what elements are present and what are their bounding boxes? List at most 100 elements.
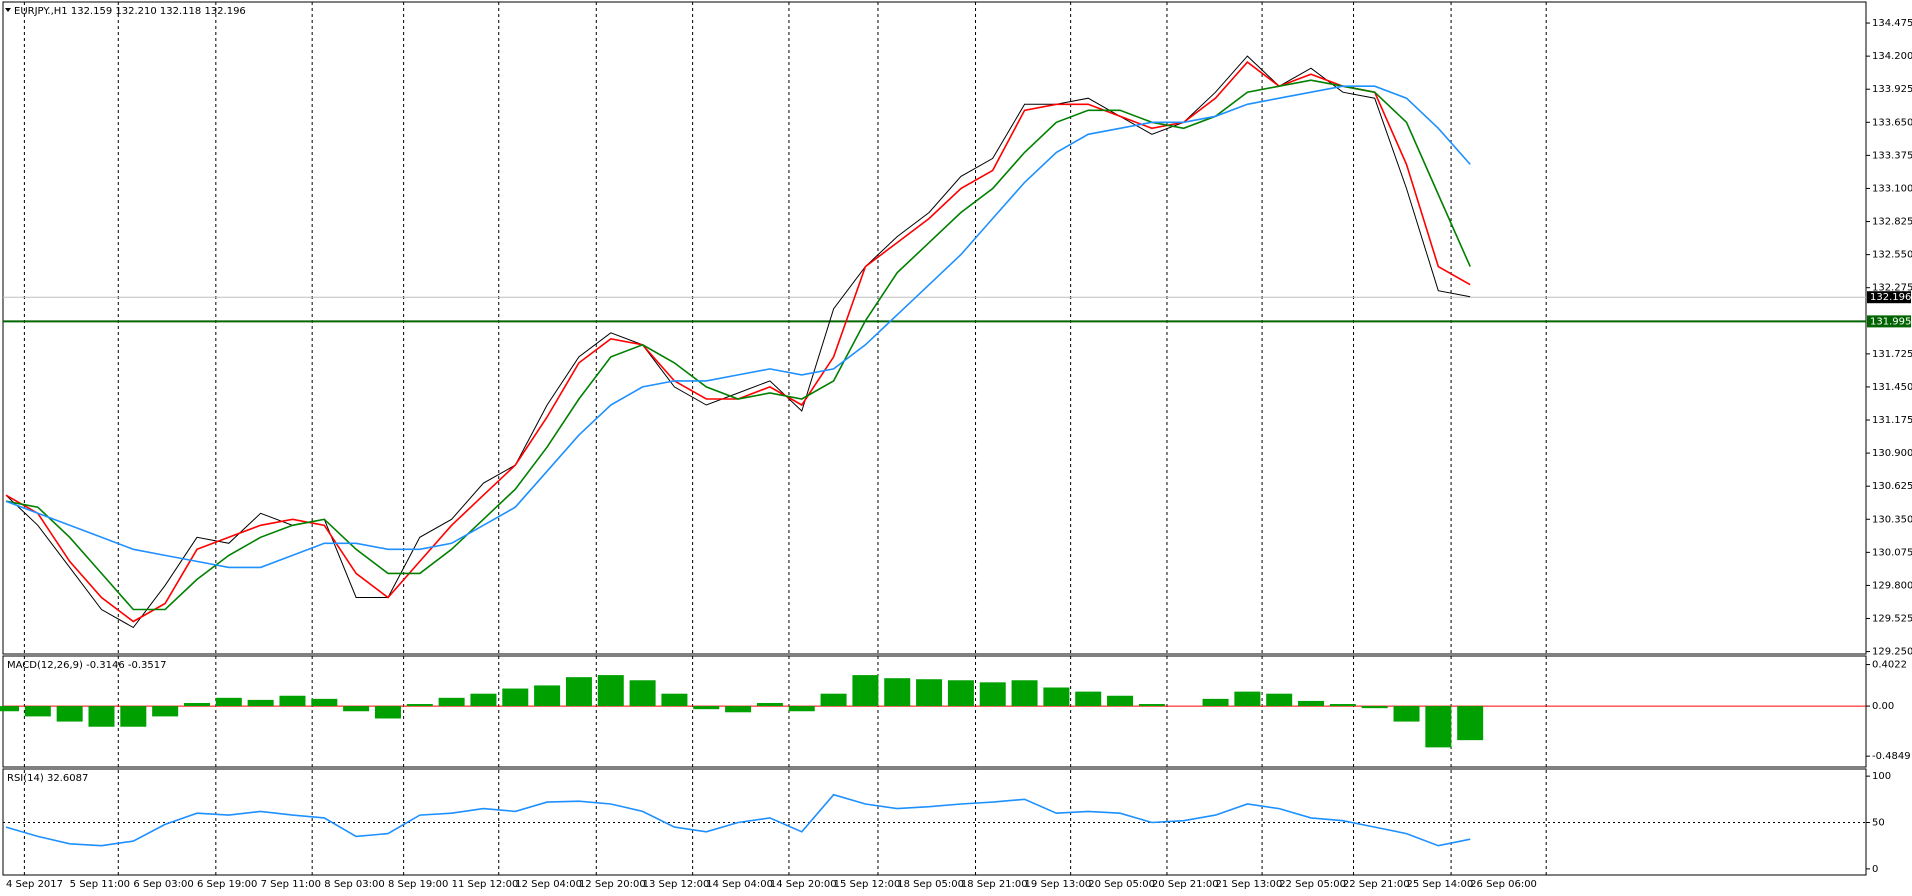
y-tick-label: 129.250 bbox=[1872, 647, 1912, 658]
histogram-bar bbox=[343, 706, 370, 712]
histogram-bar bbox=[661, 693, 688, 707]
histogram-bar bbox=[1138, 704, 1165, 707]
histogram-bar bbox=[438, 697, 465, 707]
histogram-bar bbox=[629, 680, 656, 707]
x-tick-label: 6 Sep 03:00 bbox=[133, 879, 193, 890]
x-tick-label: 14 Sep 04:00 bbox=[706, 879, 773, 890]
x-tick-label: 11 Sep 12:00 bbox=[452, 879, 519, 890]
x-tick-label: 8 Sep 03:00 bbox=[324, 879, 384, 890]
level-label: 132.196 bbox=[1870, 292, 1911, 303]
y-tick-label: 134.200 bbox=[1872, 51, 1912, 62]
histogram-bar bbox=[788, 706, 815, 712]
x-tick-label: 18 Sep 05:00 bbox=[897, 879, 964, 890]
x-tick-label: 15 Sep 12:00 bbox=[834, 879, 901, 890]
y-tick-label: -0.4849 bbox=[1872, 751, 1911, 762]
histogram-bar bbox=[725, 706, 752, 713]
y-tick-label: 133.375 bbox=[1872, 150, 1912, 161]
histogram-bar bbox=[1361, 706, 1388, 709]
histogram-bar bbox=[884, 678, 911, 707]
histogram-bar bbox=[88, 706, 115, 727]
histogram-bar bbox=[1266, 693, 1293, 707]
panel-title: EURJPY.,H1 132.159 132.210 132.118 132.1… bbox=[14, 6, 246, 17]
series-line bbox=[5, 61, 1471, 623]
x-tick-label: 5 Sep 11:00 bbox=[70, 879, 130, 890]
panel-frame bbox=[2, 1, 1867, 655]
y-tick-label: 50 bbox=[1872, 818, 1885, 829]
panel-frame bbox=[2, 768, 1867, 876]
histogram-bar bbox=[1075, 691, 1102, 707]
histogram-bar bbox=[502, 688, 529, 707]
histogram-bar bbox=[756, 702, 783, 707]
histogram-bar bbox=[1011, 680, 1038, 707]
histogram-bar bbox=[852, 675, 879, 707]
panel-frame bbox=[2, 655, 1867, 768]
histogram-bar bbox=[470, 693, 497, 707]
x-tick-label: 8 Sep 19:00 bbox=[388, 879, 448, 890]
y-tick-label: 131.450 bbox=[1872, 382, 1912, 393]
y-tick-label: 130.075 bbox=[1872, 547, 1912, 558]
x-tick-label: 7 Sep 11:00 bbox=[261, 879, 321, 890]
histogram-bar bbox=[820, 693, 847, 707]
histogram-bar bbox=[597, 675, 624, 707]
y-tick-label: 132.275 bbox=[1872, 283, 1912, 294]
x-tick-label: 20 Sep 21:00 bbox=[1152, 879, 1219, 890]
y-tick-label: 100 bbox=[1872, 771, 1891, 782]
x-tick-label: 21 Sep 13:00 bbox=[1216, 879, 1283, 890]
histogram-bar bbox=[0, 706, 19, 712]
x-tick-label: 18 Sep 21:00 bbox=[961, 879, 1028, 890]
x-tick-label: 19 Sep 13:00 bbox=[1025, 879, 1092, 890]
y-tick-label: 129.800 bbox=[1872, 580, 1912, 591]
x-tick-label: 26 Sep 06:00 bbox=[1470, 879, 1537, 890]
histogram-bar bbox=[311, 698, 338, 707]
histogram-bar bbox=[56, 706, 83, 722]
histogram-bar bbox=[24, 706, 51, 717]
level-label-bg bbox=[1867, 315, 1911, 328]
x-tick-label: 13 Sep 12:00 bbox=[643, 879, 710, 890]
x-tick-label: 6 Sep 19:00 bbox=[197, 879, 257, 890]
histogram-bar bbox=[1234, 691, 1261, 707]
x-tick-label: 14 Sep 20:00 bbox=[770, 879, 837, 890]
series-line bbox=[5, 79, 1471, 611]
histogram-bar bbox=[279, 695, 306, 707]
histogram-bar bbox=[1457, 706, 1484, 741]
histogram-bar bbox=[374, 706, 401, 719]
y-tick-label: 132.550 bbox=[1872, 250, 1912, 261]
y-tick-label: 130.350 bbox=[1872, 514, 1912, 525]
panel-title: RSI(14) 32.6087 bbox=[7, 773, 88, 784]
x-tick-label: 12 Sep 04:00 bbox=[515, 879, 582, 890]
histogram-bar bbox=[534, 685, 561, 707]
y-tick-label: 129.525 bbox=[1872, 614, 1912, 625]
x-tick-label: 22 Sep 05:00 bbox=[1279, 879, 1346, 890]
level-label-bg bbox=[1867, 291, 1911, 304]
y-tick-label: 133.925 bbox=[1872, 84, 1912, 95]
histogram-bar bbox=[1107, 695, 1134, 707]
y-tick-label: 0.4022 bbox=[1872, 660, 1907, 671]
histogram-bar bbox=[1329, 704, 1356, 707]
y-tick-label: 133.650 bbox=[1872, 117, 1912, 128]
y-tick-label: 131.725 bbox=[1872, 349, 1912, 360]
y-tick-label: 130.900 bbox=[1872, 448, 1912, 459]
histogram-bar bbox=[152, 706, 179, 717]
x-tick-label: 20 Sep 05:00 bbox=[1088, 879, 1155, 890]
histogram-bar bbox=[947, 680, 974, 707]
y-tick-label: 131.175 bbox=[1872, 415, 1912, 426]
y-tick-label: 130.625 bbox=[1872, 481, 1912, 492]
x-tick-label: 25 Sep 14:00 bbox=[1407, 879, 1474, 890]
title-arrow bbox=[5, 8, 11, 12]
y-tick-label: 0.00 bbox=[1872, 701, 1894, 712]
histogram-bar bbox=[406, 704, 433, 707]
series-line bbox=[5, 793, 1471, 847]
histogram-bar bbox=[1043, 687, 1070, 707]
series-line bbox=[5, 55, 1471, 629]
histogram-bar bbox=[979, 682, 1006, 707]
histogram-bar bbox=[916, 679, 943, 707]
panel-title: MACD(12,26,9) -0.3146 -0.3517 bbox=[7, 660, 167, 671]
histogram-bar bbox=[120, 706, 147, 727]
y-tick-label: 132.825 bbox=[1872, 217, 1912, 228]
series-line bbox=[5, 85, 1471, 569]
y-tick-label: 134.475 bbox=[1872, 18, 1912, 29]
histogram-bar bbox=[1393, 706, 1420, 722]
y-tick-label: 0 bbox=[1872, 864, 1878, 875]
histogram-bar bbox=[1425, 706, 1452, 748]
